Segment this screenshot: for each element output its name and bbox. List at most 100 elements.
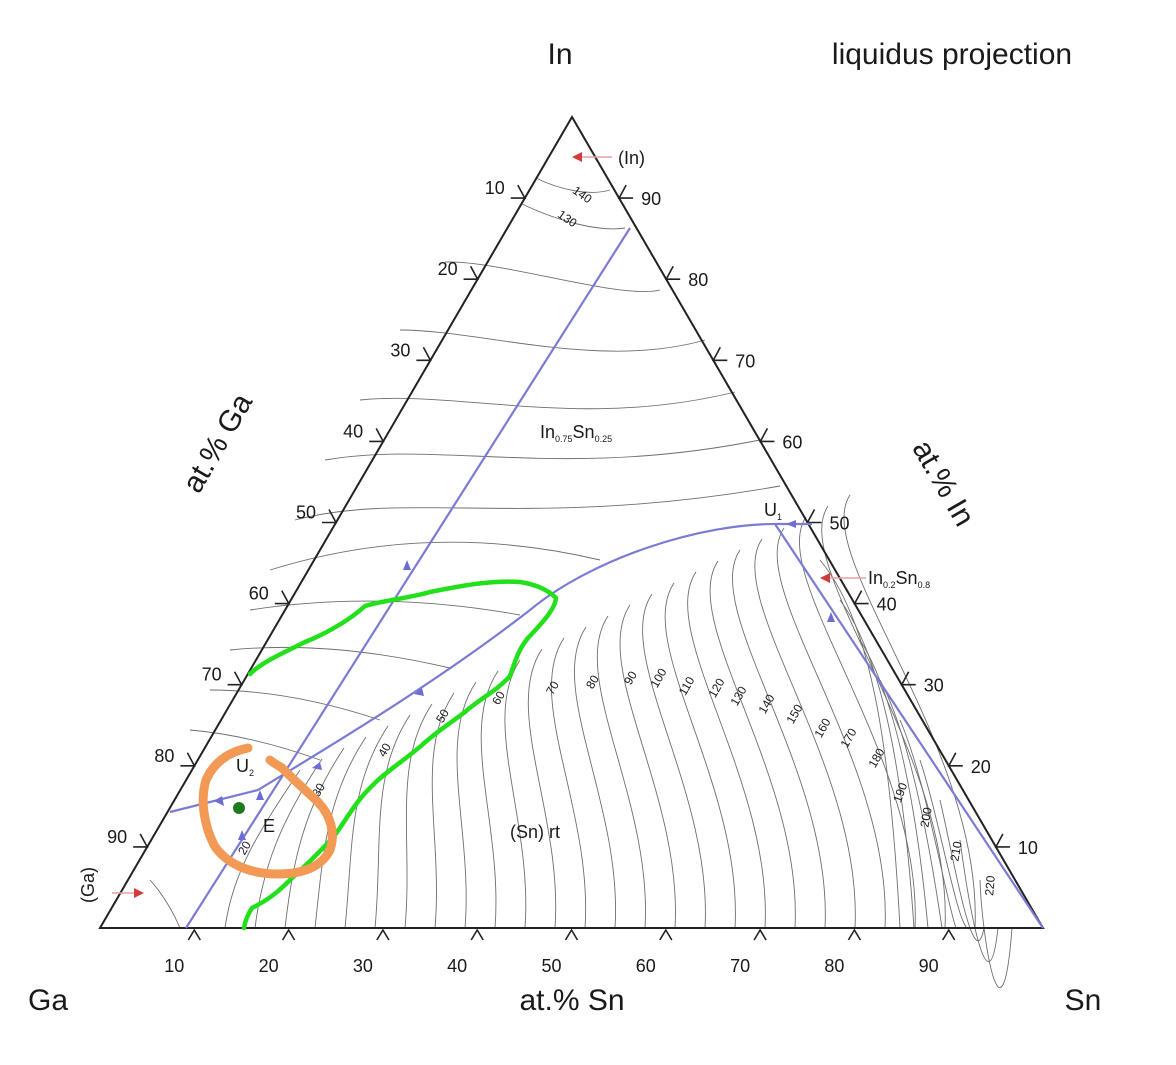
tick-mark-left [227,671,243,686]
text-part: U [236,756,249,776]
tick-mark-left [274,590,291,605]
text-subscript: 1 [777,512,782,522]
arrowhead [827,612,835,622]
tick-label-left: 60 [249,584,269,604]
tick-label-left: 70 [202,665,222,685]
isotherm-label: 120 [705,676,727,701]
tick-label-bottom: 20 [259,956,279,976]
arrowhead [312,762,322,770]
axis-title-in: at.% In [906,435,981,532]
phase-label-in075sn025: In0.75Sn0.25 [540,422,612,444]
tick-label-bottom: 40 [447,956,467,976]
tick-label-left: 30 [390,340,410,360]
red-arrow-icon [134,888,144,898]
tick-mark-left [416,346,432,362]
isotherm-label: 210 [947,840,964,862]
isotherm-line [344,725,389,929]
tick-mark-right [806,509,822,524]
text-subscript: 0.8 [918,580,931,590]
isotherm-line [399,329,706,352]
green-annotation-outline [241,579,559,931]
isotherm-line [596,615,646,929]
tick-mark-bottom [281,928,296,941]
isotherm-line [754,538,856,929]
text-part: Sn [896,568,918,588]
isotherm-label: 190 [890,781,910,805]
isotherm-line [859,639,929,929]
arrowhead [256,790,264,800]
tick-label-right: 20 [971,757,991,777]
red-arrow-icon [572,152,582,162]
isotherm-label: 20 [235,838,254,857]
phase-label-ga: (Ga) [78,867,98,903]
text-part: In [868,568,883,588]
tick-label-bottom: 50 [541,956,561,976]
isotherm-line [687,571,766,929]
phase-label-in: (In) [618,148,645,168]
isotherm-line [456,681,477,929]
isotherm-line [709,560,796,929]
isotherm-line [504,659,527,929]
isotherm-line [209,689,381,721]
axis-ticks: 10 90 10 20 80 20 30 70 30 40 60 40 50 50 50 60 40 60 70 30… [107,178,1038,976]
tick-label-right: 60 [782,432,802,452]
tick-mark-left [510,184,527,199]
isotherm-label: 130 [727,684,749,709]
isotherm-line [664,582,736,929]
isotherm-line [374,714,411,929]
isotherm-line [939,799,985,942]
isotherm-line [550,637,587,929]
arrowhead [403,560,411,570]
isotherm-line [799,516,916,929]
isotherm-line [843,494,976,929]
phase-in-marker: (In) [572,148,645,168]
tick-label-left: 20 [438,259,458,279]
isotherm-line [919,759,971,930]
tick-mark-left [180,752,196,767]
tick-label-right: 70 [735,351,755,371]
isotherm-label: 170 [837,726,859,751]
isotherm-line [527,648,557,929]
text-subscript: 0.25 [595,434,613,444]
text-subscript: 0.2 [883,580,896,590]
text-part: In [540,422,555,442]
tick-mark-bottom [187,928,201,941]
axis-title-sn: at.% Sn [519,984,624,1017]
red-arrow-icon [820,573,830,583]
tick-label-bottom: 70 [730,956,750,976]
arrowhead [238,830,246,840]
tick-label-bottom: 60 [636,956,656,976]
isotherm-label: 150 [783,702,805,727]
tick-label-left: 40 [343,421,363,441]
isotherm-label: 130 [555,207,580,230]
isotherm-line [776,527,886,929]
valley-arrowheads [214,520,835,840]
isotherm-label: 160 [811,716,833,741]
isotherm-label: 40 [375,740,394,759]
tick-mark-left [369,428,385,443]
isotherm-label: 200 [917,806,934,828]
tick-label-left: 10 [485,178,505,198]
tick-mark-right [900,671,916,686]
green-point-dot [233,802,245,814]
isotherm-line [821,505,946,929]
isotherm-line [314,736,367,929]
tick-mark-right [994,833,1010,848]
isotherm-line [189,729,321,761]
tick-label-bottom: 80 [824,956,844,976]
text-part: Sn [573,422,595,442]
isotherm-label: 90 [621,668,640,687]
isotherm-line [573,626,617,929]
tick-mark-left [322,509,338,524]
point-label-u1: U1 [764,500,782,522]
isotherm-line [284,747,345,929]
tick-mark-right [711,346,728,362]
tick-mark-left [463,265,479,280]
isotherm-line [229,646,451,669]
corner-label-ga: Ga [28,984,68,1017]
valley-in75sn25-line [185,227,631,929]
tick-mark-bottom [470,928,484,941]
isotherm-line [149,879,181,929]
arrowhead [414,688,424,696]
